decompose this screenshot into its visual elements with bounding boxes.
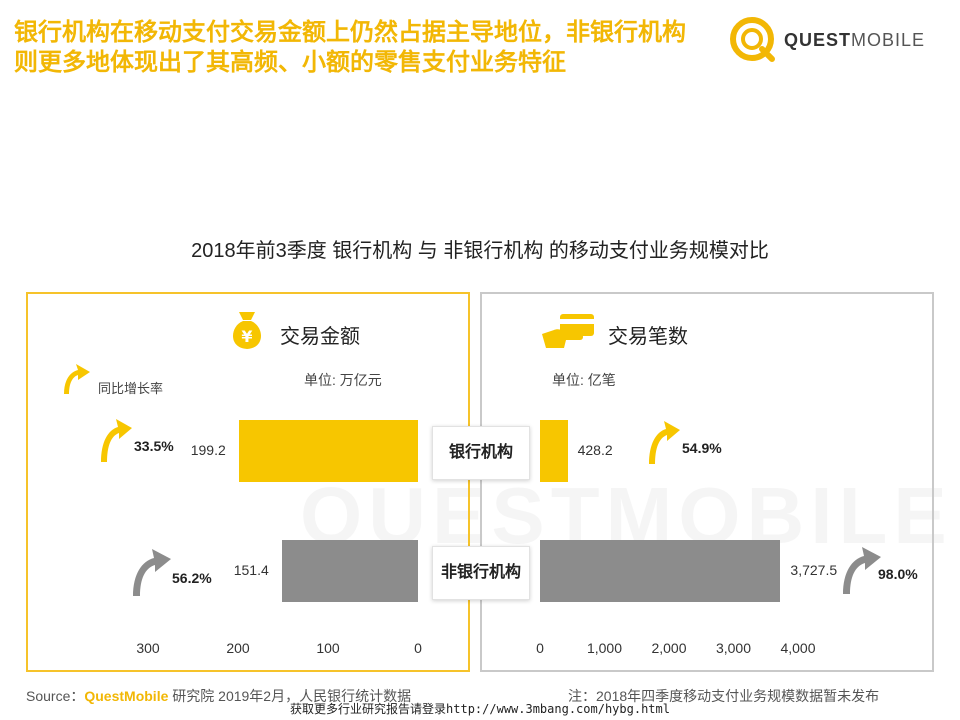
yoy-arrow-amount-bank-icon [101, 419, 132, 462]
amount-panel-label: 交易金额 [280, 326, 360, 348]
count-axis-tick: 3,000 [715, 640, 752, 656]
footer-link[interactable]: 获取更多行业研究报告请登录http://www.3mbang.com/hybg.… [290, 702, 670, 716]
count-axis-tick: 0 [536, 640, 544, 656]
count-unit: 单位: 亿笔 [552, 372, 616, 388]
yoy-arrow-count-nonbank-icon [843, 547, 881, 594]
yoy-title: 同比增长率 [98, 381, 164, 396]
amount-panel: ¥ 交易金额 单位: 万亿元 同比增长率 [26, 292, 470, 672]
money-bag-icon: ¥ [232, 312, 262, 349]
chart-title: 2018年前3季度 银行机构 与 非银行机构 的移动支付业务规模对比 [191, 240, 769, 262]
yoy-amount-bank: 33.5% [134, 438, 174, 454]
headline-line-1: 银行机构在移动支付交易金额上仍然占据主导地位，非银行机构 [14, 19, 686, 46]
svg-text:¥: ¥ [241, 327, 252, 346]
amount-axis-tick: 200 [226, 640, 250, 656]
category-label-bank: 银行机构 [432, 426, 530, 480]
yoy-count-bank: 54.9% [682, 440, 722, 456]
count-axis-tick: 4,000 [780, 640, 816, 656]
count-bar-bank [540, 420, 568, 482]
category-label-nonbank: 非银行机构 [432, 546, 530, 600]
yoy-arrow-count-bank-icon [649, 421, 680, 464]
amount-bar-nonbank [281, 540, 418, 602]
yoy-arrow-amount-nonbank-icon [133, 549, 171, 596]
yoy-amount-nonbank: 56.2% [172, 570, 212, 586]
source-line: Source：QuestMobile 研究院 2019年2月，人民银行统计数据 [26, 686, 411, 706]
amount-value-nonbank: 151.4 [233, 562, 269, 578]
count-value-bank: 428.2 [577, 442, 613, 458]
source-brand: QuestMobile [84, 688, 169, 704]
amount-axis-tick: 300 [136, 640, 160, 656]
footer-note: 注：2018年四季度移动支付业务规模数据暂未发布 [568, 688, 880, 704]
source-rest: 研究院 2019年2月，人民银行统计数据 [168, 688, 412, 704]
headline-line-2: 则更多地体现出了其高频、小额的零售支付业务特征 [14, 49, 566, 76]
card-hand-icon [542, 314, 594, 348]
count-axis-tick: 2,000 [651, 640, 687, 656]
count-value-nonbank: 3,727.5 [790, 562, 838, 578]
count-axis-tick: 1,000 [586, 640, 623, 656]
amount-unit: 单位: 万亿元 [304, 372, 382, 388]
amount-axis-tick: 0 [414, 640, 422, 656]
amount-bar-bank [238, 420, 418, 482]
logo-text: QUESTMOBILE [784, 30, 926, 50]
yoy-count-nonbank: 98.0% [878, 566, 918, 582]
yoy-legend-arrow-icon [64, 364, 90, 394]
questmobile-logo-mark [730, 17, 775, 62]
count-panel: 交易笔数 单位: 亿笔 [480, 292, 934, 672]
source-prefix: Source： [26, 688, 85, 704]
questmobile-logo: QUESTMOBILE [728, 16, 938, 62]
amount-value-bank: 199.2 [190, 442, 226, 458]
headline: 银行机构在移动支付交易金额上仍然占据主导地位，非银行机构 则更多地体现出了其高频… [14, 18, 714, 78]
count-panel-label: 交易笔数 [608, 326, 688, 348]
amount-axis-tick: 100 [316, 640, 340, 656]
count-bar-nonbank [540, 540, 781, 602]
